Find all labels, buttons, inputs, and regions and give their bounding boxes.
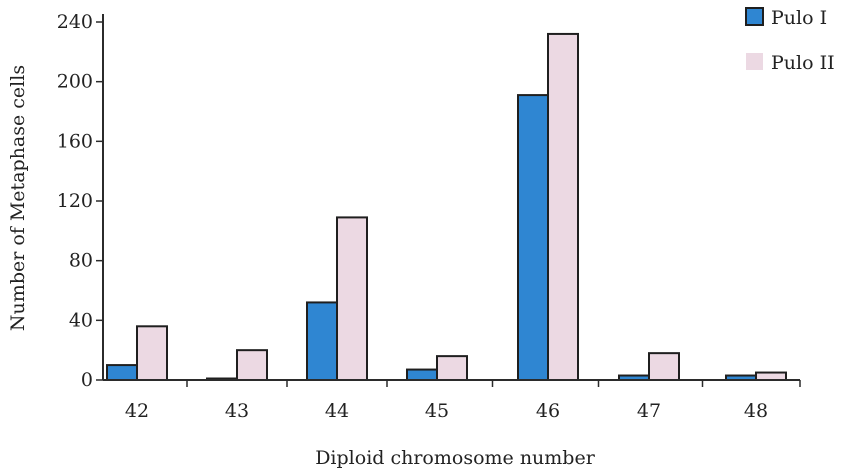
bars-layer (106, 32, 787, 382)
legend-label-pulo-ii: Pulo II (771, 52, 835, 74)
bar-pulo-ii-43 (236, 349, 268, 381)
x-tick-label: 44 (325, 400, 349, 422)
x-tick-label: 43 (225, 400, 249, 422)
y-tick-label: 0 (81, 369, 93, 391)
bar-pulo-ii-46 (547, 32, 579, 382)
x-ticks: 42 43 44 45 46 47 48 (125, 380, 801, 422)
x-tick-label: 45 (425, 400, 449, 422)
y-ticks: 0 40 80 120 160 200 240 (57, 11, 103, 391)
legend: Pulo I Pulo II (745, 7, 835, 74)
x-tick-label: 48 (744, 400, 768, 422)
bar-pulo-i-46 (517, 94, 549, 381)
x-tick-label: 46 (536, 400, 560, 422)
y-tick-label: 40 (69, 309, 93, 331)
legend-swatch-pulo-ii (746, 53, 763, 70)
bar-pulo-ii-42 (136, 325, 168, 381)
bar-pulo-ii-47 (648, 352, 680, 381)
y-tick-label: 200 (57, 71, 93, 93)
y-tick-label: 80 (69, 250, 93, 272)
y-tick-label: 120 (57, 190, 93, 212)
y-axis-title: Number of Metaphase cells (7, 65, 29, 331)
y-tick-label: 160 (57, 130, 93, 152)
legend-label-pulo-i: Pulo I (771, 7, 827, 29)
bar-pulo-i-42 (106, 364, 138, 382)
bar-pulo-ii-44 (336, 216, 368, 381)
y-tick-label: 240 (57, 11, 93, 33)
axes-layer (102, 14, 800, 381)
legend-swatch-pulo-i (745, 7, 764, 26)
x-axis-title: Diploid chromosome number (315, 447, 596, 469)
x-tick-label: 42 (125, 400, 149, 422)
bar-pulo-i-45 (406, 368, 438, 381)
bar-pulo-ii-45 (436, 355, 468, 381)
bar-pulo-ii-48 (755, 371, 787, 381)
bar-pulo-i-44 (306, 301, 338, 381)
x-tick-label: 47 (637, 400, 661, 422)
